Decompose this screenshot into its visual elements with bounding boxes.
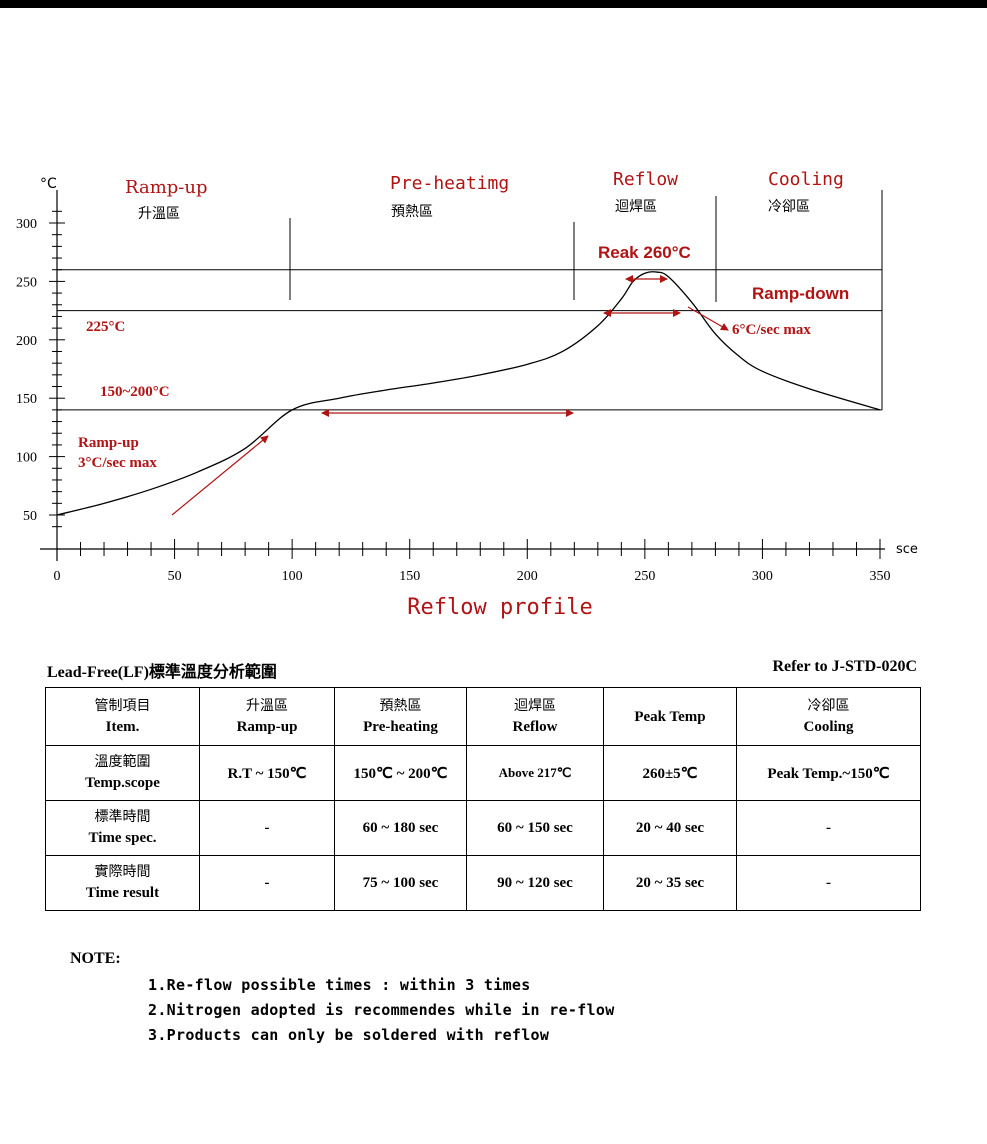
table-cell: 150℃ ~ 200℃ bbox=[334, 745, 467, 801]
x-tick-label: 300 bbox=[752, 569, 773, 584]
x-tick-label: 100 bbox=[282, 569, 303, 584]
temp-225-label: 225°C bbox=[86, 319, 125, 335]
table-row: 標準時間 Time spec. - 60 ~ 180 sec 60 ~ 150 s… bbox=[45, 800, 921, 856]
y-tick-label: 250 bbox=[16, 275, 37, 290]
zone-cooling-en: Cooling bbox=[768, 169, 844, 190]
x-tick-label: 250 bbox=[634, 569, 655, 584]
header-cooling: 冷卻區 Cooling bbox=[736, 687, 921, 746]
table-cell: 75 ~ 100 sec bbox=[334, 855, 467, 911]
table-cell: 90 ~ 120 sec bbox=[466, 855, 604, 911]
ramp-up-rate-label-1: Ramp-up bbox=[78, 435, 139, 451]
zone-rampup-en: Ramp-up bbox=[125, 177, 208, 198]
x-axis-label: sce bbox=[896, 542, 918, 557]
table-cell: 260±5℃ bbox=[603, 745, 737, 801]
y-tick-label: 200 bbox=[16, 334, 37, 349]
peak-label: Reak 260°C bbox=[598, 243, 691, 262]
ramp-up-arrow bbox=[171, 435, 269, 516]
note-item-3: 3.Products can only be soldered with ref… bbox=[148, 1026, 550, 1044]
zone-reflow-zh: 迴焊區 bbox=[615, 199, 657, 215]
reflow-chart: 50 100 150 200 250 300 0 50 100 150 200 250 300 350 °… bbox=[16, 169, 918, 620]
header-ramp-up: 升溫區 Ramp-up bbox=[199, 687, 335, 746]
x-tick-label: 200 bbox=[517, 569, 538, 584]
table-row: 溫度範圍 Temp.scope R.T ~ 150℃ 150℃ ~ 200℃ Ab… bbox=[45, 745, 921, 801]
zone-reflow-en: Reflow bbox=[613, 169, 678, 190]
x-tick-label: 0 bbox=[54, 569, 61, 584]
table-cell: - bbox=[736, 800, 921, 856]
table-cell: 60 ~ 180 sec bbox=[334, 800, 467, 856]
y-tick-label: 150 bbox=[16, 392, 37, 407]
table-header-row: 管制項目 Item. 升溫區 Ramp-up 預熱區 Pre-heating 迴焊區 R… bbox=[45, 687, 921, 746]
table-reference: Refer to J-STD-020C bbox=[772, 658, 917, 675]
table-cell: Peak Temp.~150℃ bbox=[736, 745, 921, 801]
spec-table: 管制項目 Item. 升溫區 Ramp-up 預熱區 Pre-heating 迴焊區 R… bbox=[45, 687, 921, 911]
note-item-2: 2.Nitrogen adopted is recommendes while … bbox=[148, 1001, 615, 1019]
top-rule bbox=[0, 0, 987, 8]
range-150-200-label: 150~200°C bbox=[100, 384, 170, 400]
x-tick-label: 350 bbox=[870, 569, 891, 584]
table-cell: - bbox=[736, 855, 921, 911]
table-cell: - bbox=[199, 855, 335, 911]
zone-cooling-zh: 冷卻區 bbox=[768, 199, 810, 215]
zone-rampup-zh: 升溫區 bbox=[138, 206, 180, 222]
rate-down-label: 6°C/sec max bbox=[732, 322, 811, 338]
table-cell: 20 ~ 35 sec bbox=[603, 855, 737, 911]
x-tick-label: 50 bbox=[168, 569, 182, 584]
row-label: 標準時間 Time spec. bbox=[45, 800, 200, 856]
note-title: NOTE: bbox=[70, 950, 121, 967]
zone-preheat-en: Pre-heatimg bbox=[390, 173, 509, 194]
table-row: 實際時間 Time result - 75 ~ 100 sec 90 ~ 120 … bbox=[45, 855, 921, 911]
ramp-down-label: Ramp-down bbox=[752, 284, 849, 303]
header-reflow: 迴焊區 Reflow bbox=[466, 687, 604, 746]
ramp-down-arrow bbox=[687, 306, 729, 331]
header-pre-heating: 預熱區 Pre-heating bbox=[334, 687, 467, 746]
chart-title: Reflow profile bbox=[407, 595, 592, 620]
ramp-up-rate-label-2: 3°C/sec max bbox=[78, 455, 157, 471]
y-tick-label: 100 bbox=[16, 451, 37, 466]
table-title: Lead-Free(LF)標準溫度分析範圍 bbox=[47, 664, 277, 681]
y-tick-label: 300 bbox=[16, 217, 37, 232]
x-tick-label: 150 bbox=[399, 569, 420, 584]
row-label: 溫度範圍 Temp.scope bbox=[45, 745, 200, 801]
header-item: 管制項目 Item. bbox=[45, 687, 200, 746]
table-cell: - bbox=[199, 800, 335, 856]
note-item-1: 1.Re-flow possible times : within 3 time… bbox=[148, 976, 531, 994]
table-cell: R.T ~ 150℃ bbox=[199, 745, 335, 801]
table-cell: 60 ~ 150 sec bbox=[466, 800, 604, 856]
profile-curve bbox=[56, 271, 881, 516]
header-peak-temp: Peak Temp bbox=[603, 687, 737, 746]
zone-preheat-zh: 預熱區 bbox=[391, 204, 433, 220]
table-cell: Above 217℃ bbox=[466, 745, 604, 801]
row-label: 實際時間 Time result bbox=[45, 855, 200, 911]
table-cell: 20 ~ 40 sec bbox=[603, 800, 737, 856]
y-tick-label: 50 bbox=[23, 509, 37, 524]
y-axis-label: °C bbox=[40, 176, 57, 192]
